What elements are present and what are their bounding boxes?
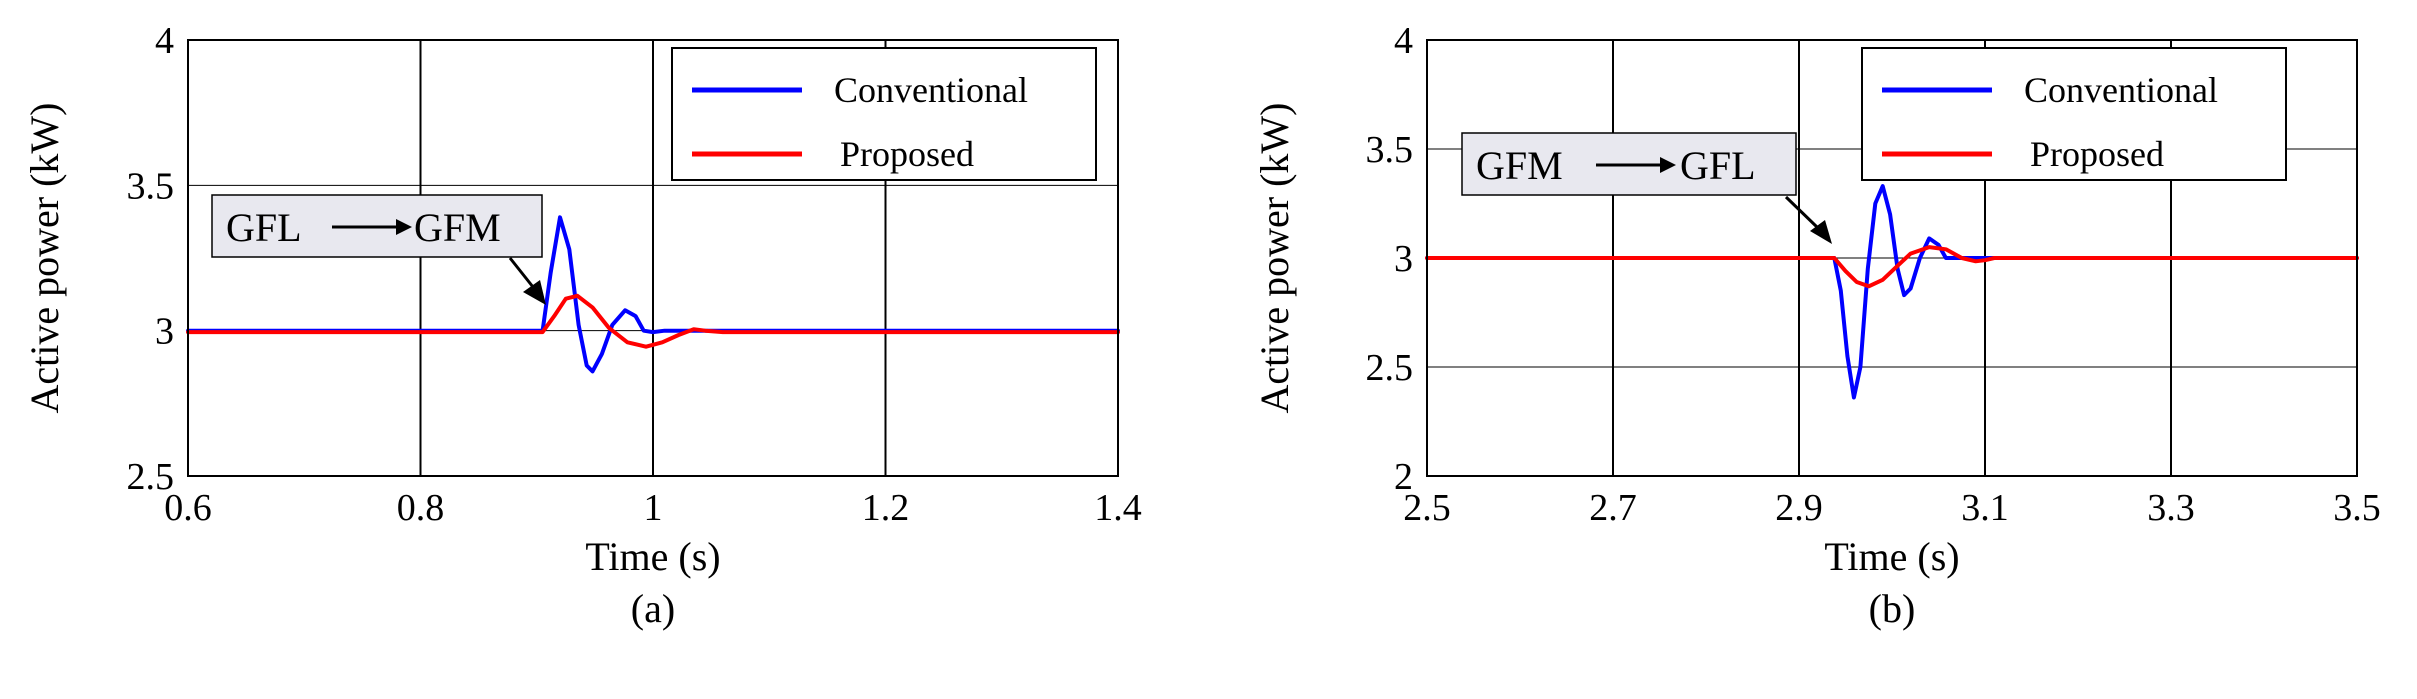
x-axis-label-b: Time (s) bbox=[1824, 534, 1959, 579]
y-tick-label: 4 bbox=[155, 20, 174, 62]
annotation-pointer-a bbox=[508, 257, 535, 288]
x-tick-label: 1.2 bbox=[862, 487, 910, 529]
annotation-pointer-head-b bbox=[1810, 220, 1832, 244]
y-axis-label-a: Active power (kW) bbox=[22, 103, 67, 414]
chart-panel-a: 0.6 0.8 1 1.2 1.42.533.54 Active power (kW) … bbox=[22, 20, 1142, 631]
x-tick-label: 3.5 bbox=[2333, 487, 2381, 529]
series-b bbox=[1425, 184, 2359, 400]
annotation-inline-arrowhead-b bbox=[1660, 157, 1676, 173]
y-tick-label: 2.5 bbox=[1366, 347, 1414, 389]
x-tick-label: 0.8 bbox=[397, 487, 445, 529]
annotation-inline-arrowhead-a bbox=[396, 219, 412, 235]
y-axis-label-b: Active power (kW) bbox=[1252, 103, 1297, 414]
legend-label-proposed-a: Proposed bbox=[840, 134, 974, 174]
series-line-conventional-b bbox=[1425, 184, 2359, 400]
annotation-to-a: GFM bbox=[414, 205, 501, 250]
y-tick-label: 4 bbox=[1394, 20, 1413, 62]
series-line-proposed-a bbox=[186, 293, 1120, 349]
ticks-b: 2.5 2.7 2.9 3.1 3.3 3.522.533.54 bbox=[1366, 20, 2381, 529]
y-tick-label: 3 bbox=[1394, 238, 1413, 280]
annotation-to-b: GFL bbox=[1680, 143, 1756, 188]
y-tick-label: 3.5 bbox=[127, 165, 175, 207]
y-tick-label: 3.5 bbox=[1366, 129, 1414, 171]
x-tick-label: 0.6 bbox=[164, 487, 212, 529]
x-tick-label: 2.5 bbox=[1403, 487, 1451, 529]
x-axis-label-a: Time (s) bbox=[585, 534, 720, 579]
plot-frame-a bbox=[187, 39, 1119, 477]
legend-box-a bbox=[671, 47, 1097, 181]
x-tick-label: 2.7 bbox=[1589, 487, 1637, 529]
y-tick-label: 2.5 bbox=[127, 456, 175, 498]
ticks-a: 0.6 0.8 1 1.2 1.4 2.5 3 3.5 4 bbox=[127, 20, 1142, 529]
legend-label-conventional-a: Conventional bbox=[834, 70, 1028, 110]
series-line-conventional-a bbox=[186, 215, 1120, 374]
chart-panel-b: 2.5 2.7 2.9 3.1 3.3 3.522.533.54 Active power… bbox=[1252, 20, 2381, 631]
x-tick-label: 2.9 bbox=[1775, 487, 1823, 529]
legend-label-conventional-b: Conventional bbox=[2024, 70, 2218, 110]
legend-box-b bbox=[1861, 47, 2287, 181]
panel-label-a: (a) bbox=[631, 586, 675, 631]
annotation-pointer-b bbox=[1784, 195, 1820, 230]
legend-a: Conventional Proposed bbox=[671, 47, 1097, 181]
annotation-a: GFL GFM bbox=[211, 194, 546, 305]
annotation-from-a: GFL bbox=[226, 205, 302, 250]
x-tick-label: 1.4 bbox=[1094, 487, 1142, 529]
annotation-from-b: GFM bbox=[1476, 143, 1563, 188]
annotation-pointer-head-a bbox=[523, 280, 546, 305]
series-a bbox=[186, 215, 1120, 374]
x-tick-label: 1 bbox=[644, 487, 663, 529]
legend-label-proposed-b: Proposed bbox=[2030, 134, 2164, 174]
x-tick-label: 3.3 bbox=[2147, 487, 2195, 529]
plot-frame-b bbox=[1426, 39, 2358, 477]
series-line-proposed-b bbox=[1425, 245, 2359, 289]
annotation-b: GFM GFL bbox=[1461, 132, 1832, 244]
legend-b: Conventional Proposed bbox=[1861, 47, 2287, 181]
x-tick-label: 3.1 bbox=[1961, 487, 2009, 529]
y-tick-label: 3 bbox=[155, 311, 174, 353]
panel-label-b: (b) bbox=[1869, 586, 1916, 631]
y-tick-label: 2 bbox=[1394, 456, 1413, 498]
